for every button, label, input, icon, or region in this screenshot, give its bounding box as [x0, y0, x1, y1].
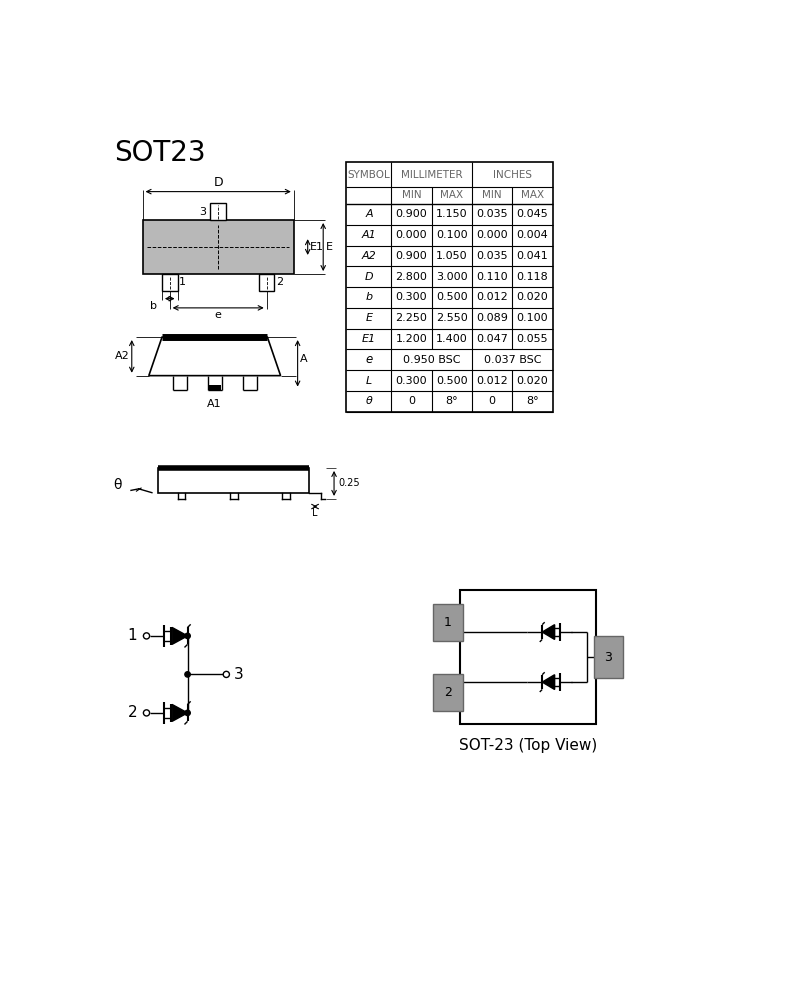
Text: θ: θ: [114, 478, 122, 492]
Text: e: e: [366, 353, 373, 366]
Text: b: b: [150, 301, 157, 311]
Text: 0.110: 0.110: [476, 272, 508, 282]
Text: A2: A2: [114, 351, 130, 361]
Text: e: e: [214, 310, 222, 320]
Text: A1: A1: [362, 230, 376, 240]
Text: MIN: MIN: [402, 190, 422, 200]
Bar: [594, 636, 623, 678]
Text: MAX: MAX: [440, 190, 463, 200]
Text: 1.200: 1.200: [396, 334, 427, 344]
Text: 3: 3: [199, 207, 206, 217]
Polygon shape: [172, 627, 187, 644]
Bar: [346, 162, 553, 412]
Text: 0.035: 0.035: [476, 209, 508, 219]
Text: 0.037 BSC: 0.037 BSC: [483, 355, 541, 365]
Text: A1: A1: [207, 399, 222, 409]
Text: E1: E1: [362, 334, 376, 344]
Text: 0.004: 0.004: [517, 230, 548, 240]
Text: 2.250: 2.250: [396, 313, 427, 323]
Text: SOT-23 (Top View): SOT-23 (Top View): [459, 738, 598, 753]
Bar: [259, 274, 274, 291]
Bar: [434, 674, 462, 711]
Bar: [162, 274, 178, 291]
Text: L: L: [312, 508, 318, 518]
Text: L: L: [366, 376, 372, 386]
Text: 0.950 BSC: 0.950 BSC: [403, 355, 461, 365]
Text: 8°: 8°: [526, 396, 538, 406]
Text: 0.000: 0.000: [396, 230, 427, 240]
Text: 3: 3: [605, 651, 612, 664]
Text: 0.000: 0.000: [476, 230, 508, 240]
Text: E: E: [326, 242, 333, 252]
Bar: [210, 203, 226, 220]
Text: INCHES: INCHES: [493, 170, 532, 180]
Text: 8°: 8°: [446, 396, 458, 406]
Text: SOT23: SOT23: [114, 139, 206, 167]
Bar: [209, 385, 221, 391]
Circle shape: [185, 710, 190, 716]
Text: 0.047: 0.047: [476, 334, 508, 344]
Text: 0.012: 0.012: [476, 376, 508, 386]
Circle shape: [185, 672, 190, 677]
Text: A: A: [300, 354, 307, 364]
Text: 0.300: 0.300: [396, 292, 427, 302]
Text: 2.550: 2.550: [436, 313, 468, 323]
Text: E: E: [366, 313, 373, 323]
Circle shape: [143, 633, 150, 639]
Text: 2.800: 2.800: [396, 272, 427, 282]
Text: 1.400: 1.400: [436, 334, 468, 344]
Text: 1: 1: [127, 628, 138, 643]
Text: A: A: [365, 209, 373, 219]
Circle shape: [223, 671, 230, 677]
Text: 0.020: 0.020: [517, 292, 548, 302]
Text: 1.050: 1.050: [436, 251, 468, 261]
Text: θ: θ: [366, 396, 372, 406]
Polygon shape: [149, 337, 281, 376]
Text: 1: 1: [179, 277, 186, 287]
Text: A2: A2: [362, 251, 376, 261]
Text: SYMBOL: SYMBOL: [347, 170, 390, 180]
Text: 2: 2: [444, 686, 452, 699]
Circle shape: [143, 710, 150, 716]
Text: 0.500: 0.500: [436, 292, 468, 302]
Text: 0.035: 0.035: [476, 251, 508, 261]
Bar: [460, 590, 596, 724]
Polygon shape: [542, 625, 554, 639]
Text: 0.020: 0.020: [517, 376, 548, 386]
Text: 1.150: 1.150: [436, 209, 468, 219]
Text: 0.100: 0.100: [517, 313, 548, 323]
Text: 0: 0: [408, 396, 415, 406]
Text: 0.041: 0.041: [517, 251, 548, 261]
Text: 0.055: 0.055: [517, 334, 548, 344]
Text: 0.045: 0.045: [517, 209, 548, 219]
Text: 0.900: 0.900: [396, 251, 427, 261]
Text: 0.012: 0.012: [476, 292, 508, 302]
Text: 0.100: 0.100: [436, 230, 468, 240]
Text: 3: 3: [234, 667, 244, 682]
Text: 3.000: 3.000: [436, 272, 468, 282]
Text: 0.25: 0.25: [338, 478, 360, 488]
Polygon shape: [172, 704, 187, 721]
Text: MILLIMETER: MILLIMETER: [401, 170, 462, 180]
Bar: [434, 604, 462, 641]
Polygon shape: [542, 675, 554, 689]
Text: D: D: [214, 176, 223, 189]
Text: 2: 2: [276, 277, 283, 287]
Text: 0.118: 0.118: [517, 272, 548, 282]
Text: 0.300: 0.300: [396, 376, 427, 386]
Text: MAX: MAX: [521, 190, 544, 200]
Bar: [158, 468, 310, 493]
Text: 1: 1: [444, 616, 452, 629]
Text: MIN: MIN: [482, 190, 502, 200]
Text: 0.900: 0.900: [396, 209, 427, 219]
Bar: [142, 220, 294, 274]
Text: 0.089: 0.089: [476, 313, 508, 323]
Circle shape: [185, 633, 190, 639]
Text: b: b: [366, 292, 373, 302]
Text: 2: 2: [127, 705, 138, 720]
Text: 0.500: 0.500: [436, 376, 468, 386]
Text: 0: 0: [489, 396, 496, 406]
Text: E1: E1: [310, 242, 324, 252]
Text: D: D: [365, 272, 374, 282]
